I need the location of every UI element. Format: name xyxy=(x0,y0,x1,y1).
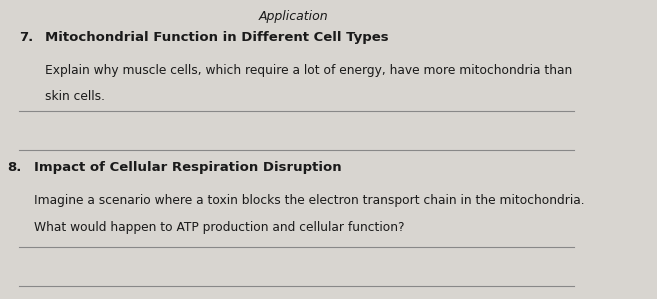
Text: Imagine a scenario where a toxin blocks the electron transport chain in the mito: Imagine a scenario where a toxin blocks … xyxy=(34,194,584,207)
Text: What would happen to ATP production and cellular function?: What would happen to ATP production and … xyxy=(34,221,404,234)
Text: Impact of Cellular Respiration Disruption: Impact of Cellular Respiration Disruptio… xyxy=(34,161,341,174)
Text: Explain why muscle cells, which require a lot of energy, have more mitochondria : Explain why muscle cells, which require … xyxy=(45,64,572,77)
Text: skin cells.: skin cells. xyxy=(45,90,105,103)
Text: Mitochondrial Function in Different Cell Types: Mitochondrial Function in Different Cell… xyxy=(45,31,389,44)
Text: Application: Application xyxy=(259,10,328,23)
Text: 7.: 7. xyxy=(19,31,34,44)
Text: 8.: 8. xyxy=(7,161,22,174)
